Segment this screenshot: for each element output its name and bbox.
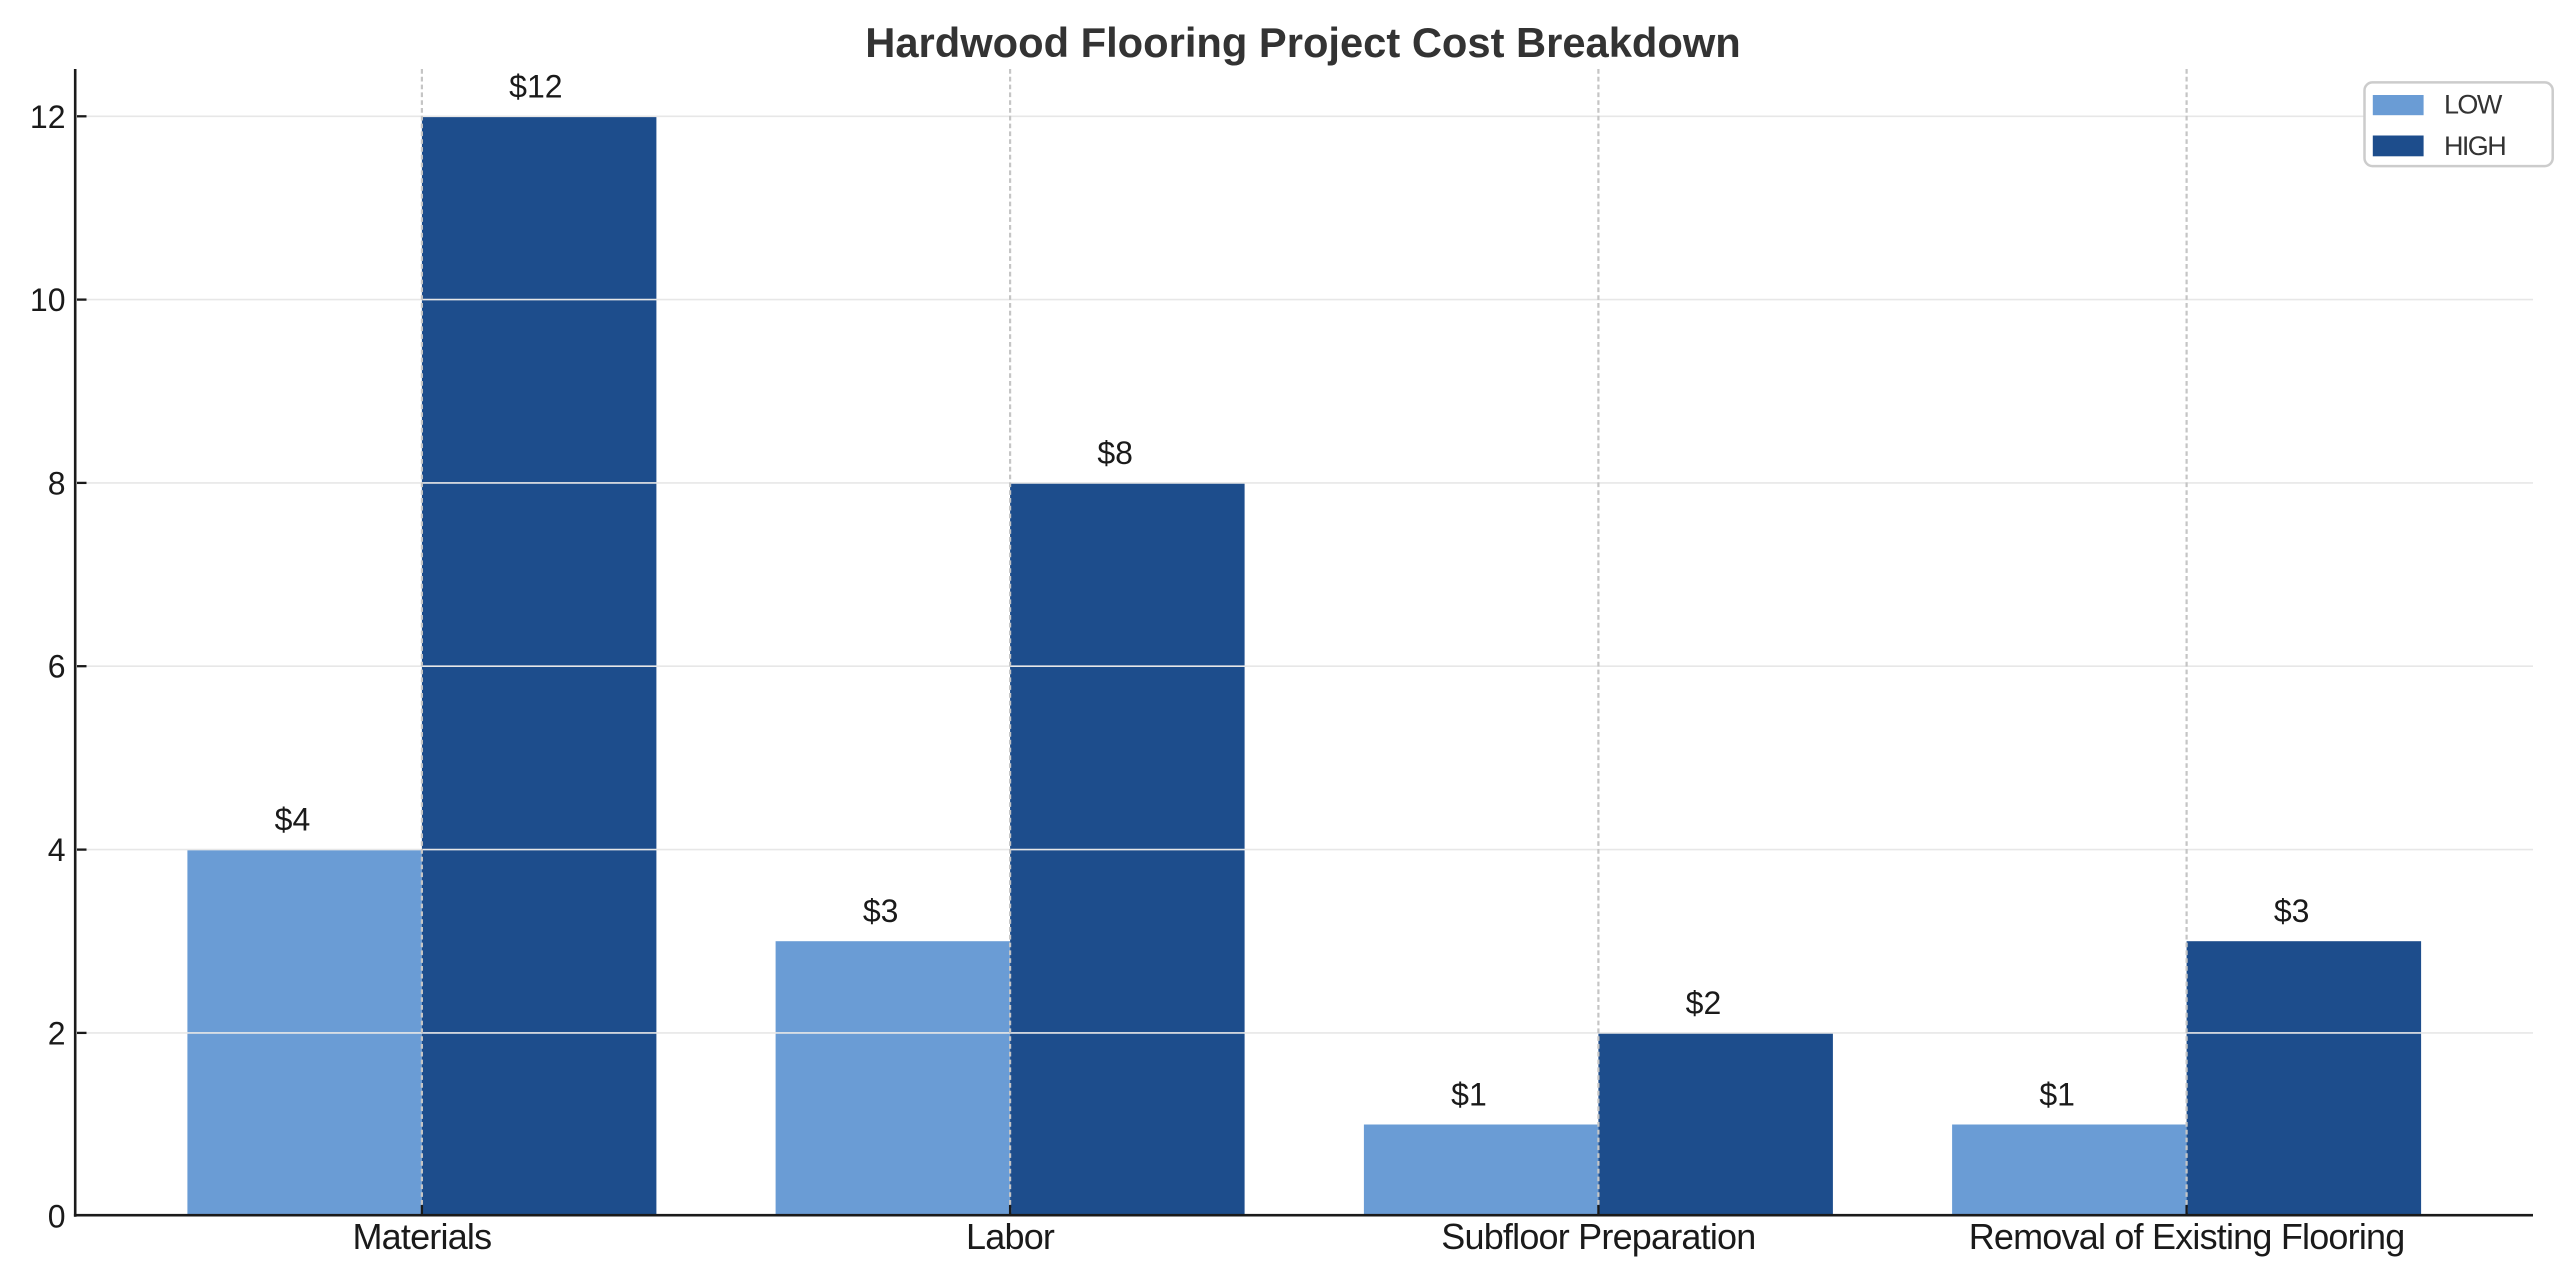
svg-text:0: 0 (48, 1199, 66, 1235)
svg-text:Removal of Existing Flooring: Removal of Existing Flooring (1969, 1216, 2405, 1257)
svg-text:8: 8 (48, 465, 66, 501)
svg-text:12: 12 (30, 99, 66, 135)
svg-text:$2: $2 (1686, 985, 1722, 1021)
svg-text:2: 2 (48, 1015, 66, 1051)
svg-text:4: 4 (48, 832, 66, 868)
svg-text:Subfloor Preparation: Subfloor Preparation (1441, 1216, 1755, 1257)
svg-text:$12: $12 (509, 68, 562, 104)
svg-text:$1: $1 (1451, 1077, 1487, 1113)
svg-text:$4: $4 (275, 802, 311, 838)
svg-text:Labor: Labor (966, 1216, 1055, 1257)
svg-text:Hardwood Flooring Project Cost: Hardwood Flooring Project Cost Breakdown (865, 19, 1741, 66)
svg-text:$3: $3 (2274, 893, 2310, 929)
svg-text:HIGH: HIGH (2444, 131, 2505, 161)
svg-text:6: 6 (48, 649, 66, 685)
svg-text:Materials: Materials (352, 1216, 491, 1257)
svg-text:10: 10 (30, 282, 66, 318)
svg-text:$1: $1 (2039, 1077, 2075, 1113)
svg-text:LOW: LOW (2444, 90, 2503, 120)
svg-text:$3: $3 (863, 893, 899, 929)
svg-text:$8: $8 (1097, 435, 1133, 471)
